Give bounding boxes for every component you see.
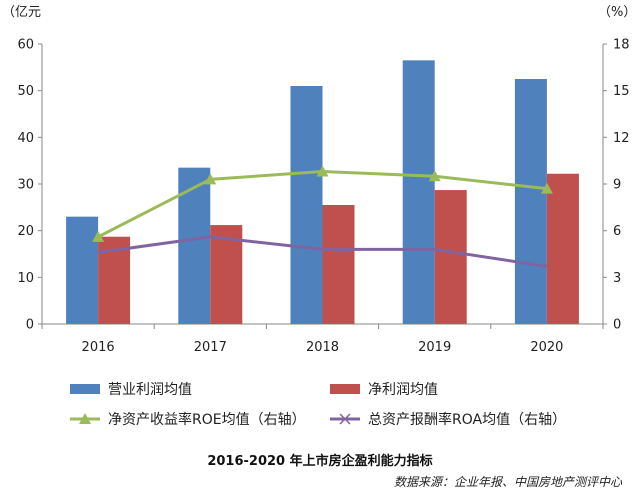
left-tick-label: 20 [17,224,34,239]
roa-line [97,235,548,268]
left-tick-label: 10 [17,271,34,286]
roe-marker [540,182,553,194]
net-profit-bar [546,173,579,324]
legend-label: 净利润均值 [368,382,438,398]
legend-swatch [70,384,100,394]
legend-marker [79,413,91,424]
bars [66,60,579,324]
legend-label: 营业利润均值 [108,382,192,398]
left-axis-unit-label: （亿元 [2,5,41,20]
right-tick-label: 18 [613,38,630,53]
x-tick-label: 2016 [82,340,115,355]
net-profit-bar [210,225,243,324]
axes: 0 10 20 30 40 50 60 0 3 6 9 12 15 18 [17,38,629,333]
right-tick-label: 9 [613,178,621,193]
right-tick-label: 6 [613,224,621,239]
roe-marker [204,173,217,185]
x-tick-label: 2017 [194,340,227,355]
x-tick-label: 2020 [530,340,563,355]
right-axis-unit-label: （%） [598,5,636,20]
x-tick-label: 2018 [306,340,339,355]
net-profit-bar [322,205,355,324]
net-profit-bar [434,190,467,324]
operating-profit-bar [66,216,99,324]
operating-profit-bar [514,79,547,324]
right-tick-label: 0 [613,318,621,333]
left-tick-label: 50 [17,84,34,99]
right-tick-label: 3 [613,271,621,286]
operating-profit-bar [402,60,435,324]
roe-marker [428,170,441,182]
roe-marker [316,165,329,177]
legend-swatch [330,384,360,394]
x-tick-labels: 2016 2017 2018 2019 2020 [82,340,564,355]
operating-profit-bar [290,86,323,324]
chart-title: 2016-2020 年上市房企盈利能力指标 [207,453,432,469]
lines [92,165,553,268]
legend-marker [339,413,351,425]
left-tick-label: 30 [17,178,34,193]
data-source: 数据来源：企业年报、中国房地产测评中心 [394,475,623,489]
operating-profit-bar [178,167,211,324]
legend-label: 总资产报酬率ROA均值（右轴） [368,411,566,428]
left-tick-label: 40 [17,131,34,146]
left-tick-label: 60 [17,38,34,53]
legend-label: 净资产收益率ROE均值（右轴） [108,411,306,428]
right-tick-label: 15 [613,84,630,99]
roe-marker [92,230,105,242]
x-tick-label: 2019 [418,340,451,355]
right-tick-label: 12 [613,131,630,146]
left-tick-label: 0 [26,318,34,333]
